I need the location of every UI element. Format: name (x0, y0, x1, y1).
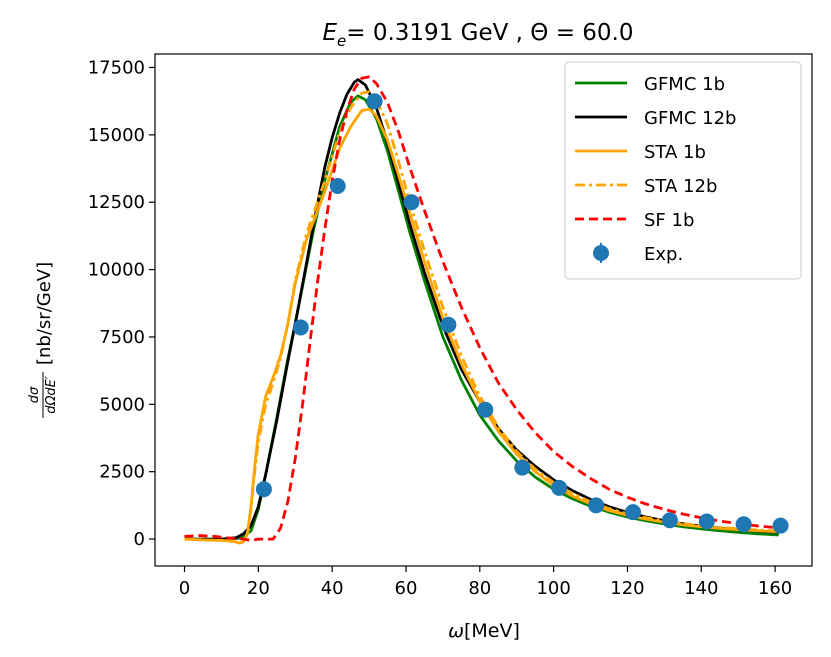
x-axis: 0 20 40 60 80 100 120 140 160 (179, 566, 792, 599)
y-tick-label-4: 10000 (88, 260, 145, 281)
legend-marker-5 (593, 245, 609, 261)
y-tick-label-7: 17500 (88, 57, 145, 78)
exp-point-2 (329, 178, 346, 194)
y-axis: 0 2500 5000 7500 10000 12500 15000 17500 (88, 57, 155, 550)
plot-lines (184, 75, 779, 545)
exp-point-3 (366, 93, 383, 110)
series-line-1 (184, 78, 779, 541)
x-axis-symbol: ω (448, 620, 464, 642)
x-tick-label-7: 140 (684, 578, 718, 599)
x-tick-label-6: 120 (610, 578, 644, 599)
exp-markers (255, 93, 789, 534)
legend-label-2: STA 1b (644, 142, 706, 163)
exp-point-10 (625, 504, 641, 521)
y-tick-label-6: 15000 (88, 125, 145, 146)
legend-label-5: Exp. (644, 244, 683, 265)
exp-point-12 (698, 513, 715, 530)
legend-label-4: SF 1b (644, 210, 694, 231)
exp-point-7 (514, 459, 531, 476)
plot-frame (154, 53, 813, 567)
legend-label-0: GFMC 1b (644, 74, 725, 95)
x-tick-label-0: 0 (179, 578, 190, 599)
title-prefix: E (322, 20, 337, 46)
series-line-4 (184, 75, 779, 542)
x-axis-label: ω[MeV] (448, 620, 520, 642)
x-tick-label-1: 20 (247, 578, 270, 599)
legend-label-3: STA 12b (644, 176, 717, 197)
exp-point-0 (255, 481, 272, 498)
y-axis-label: dσ dΩdE′ [nb/sr/GeV] (27, 262, 59, 418)
x-tick-label-8: 160 (758, 578, 792, 599)
exp-point-4 (403, 194, 420, 211)
x-axis-unit: [MeV] (464, 620, 520, 642)
y-tick-label-1: 2500 (99, 462, 145, 483)
title-rest: = 0.3191 GeV , Θ = 60.0 (346, 20, 633, 46)
y-tick-label-5: 12500 (88, 192, 145, 213)
y-tick-label-2: 5000 (99, 394, 145, 415)
exp-point-9 (588, 497, 605, 514)
exp-point-1 (292, 319, 309, 336)
title-subscript: e (337, 32, 346, 50)
y-axis-unit: [nb/sr/GeV] (34, 262, 55, 365)
chart-title: Ee= 0.3191 GeV , Θ = 60.0 (322, 20, 633, 50)
exp-point-13 (735, 516, 752, 533)
y-axis-fraction-num: dσ (27, 386, 42, 403)
y-tick-label-0: 0 (134, 529, 145, 550)
exp-point-14 (772, 517, 789, 534)
y-tick-label-3: 7500 (99, 327, 145, 348)
x-tick-label-3: 60 (395, 578, 418, 599)
exp-point-8 (551, 479, 568, 496)
x-tick-label-4: 80 (468, 578, 491, 599)
legend: GFMC 1b GFMC 12b STA 1b STA 12b SF 1b Exp. (564, 61, 802, 280)
x-tick-label-5: 100 (536, 578, 570, 599)
x-tick-label-2: 40 (321, 578, 344, 599)
exp-point-6 (477, 401, 494, 418)
exp-point-5 (440, 316, 457, 333)
y-axis-fraction-den: dΩdE′ (44, 376, 59, 414)
exp-point-11 (661, 512, 678, 529)
legend-label-1: GFMC 12b (644, 108, 736, 129)
